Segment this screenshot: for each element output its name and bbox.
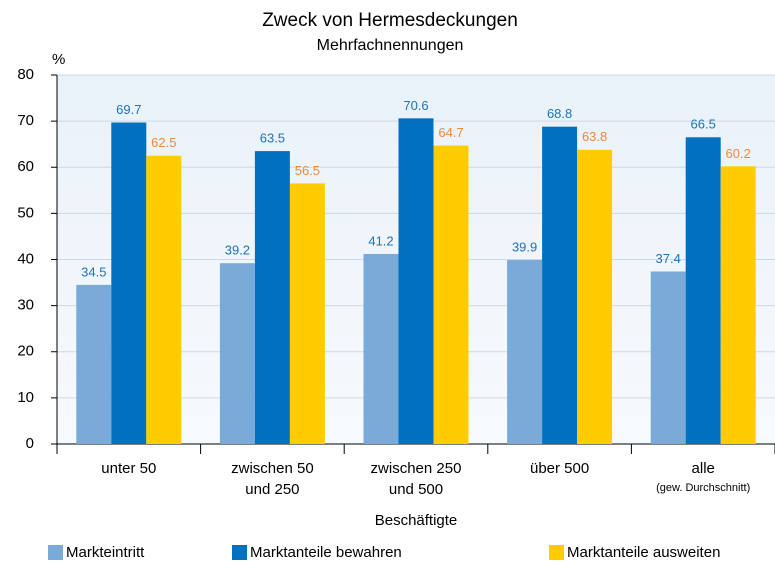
bar <box>650 271 686 444</box>
value-label: 63.8 <box>582 129 607 144</box>
y-tick-label: 70 <box>17 112 34 129</box>
bar <box>146 155 182 444</box>
y-tick-label: 40 <box>17 250 34 267</box>
chart-subtitle: Mehrfachnennungen <box>317 37 464 54</box>
y-axis-label: % <box>52 51 65 68</box>
value-label: 69.7 <box>116 102 141 117</box>
value-label: 34.5 <box>81 264 106 279</box>
bar <box>507 259 543 444</box>
x-tick-label: unter 50 <box>101 460 156 477</box>
y-tick-label: 20 <box>17 343 34 360</box>
bar <box>363 253 399 444</box>
x-tick-note: (gew. Durchschnitt) <box>656 482 750 494</box>
y-tick-label: 0 <box>26 435 34 452</box>
bar <box>219 263 255 444</box>
legend-swatch <box>549 545 564 560</box>
bar <box>720 166 756 444</box>
bar <box>254 151 290 444</box>
value-label: 41.2 <box>368 233 393 248</box>
bar <box>577 149 613 444</box>
value-label: 63.5 <box>260 131 285 146</box>
bar <box>398 118 434 445</box>
legend-label: Marktanteile ausweiten <box>567 544 720 561</box>
bar <box>685 137 721 445</box>
y-tick-label: 50 <box>17 204 34 221</box>
y-tick-label: 80 <box>17 66 34 83</box>
value-label: 70.6 <box>403 98 428 113</box>
value-label: 60.2 <box>726 146 751 161</box>
x-tick-label: zwischen 250 und 500 <box>371 460 462 498</box>
value-label: 66.5 <box>691 117 716 132</box>
value-label: 68.8 <box>547 106 572 121</box>
y-tick-label: 10 <box>17 389 34 406</box>
value-label: 56.5 <box>295 163 320 178</box>
value-label: 37.4 <box>656 251 681 266</box>
bar <box>76 284 112 444</box>
chart-title: Zweck von Hermesdeckungen <box>262 10 518 31</box>
y-tick-label: 60 <box>17 158 34 175</box>
legend-swatch <box>232 545 247 560</box>
value-label: 64.7 <box>438 125 463 140</box>
x-tick-label: alle <box>692 460 715 477</box>
bar <box>289 183 325 445</box>
value-label: 62.5 <box>151 135 176 150</box>
y-tick-label: 30 <box>17 297 34 314</box>
x-tick-label: über 500 <box>530 460 589 477</box>
value-label: 39.9 <box>512 239 537 254</box>
legend-label: Marktanteile bewahren <box>250 544 402 561</box>
x-axis-label: Beschäftigte <box>375 512 458 529</box>
x-tick-label: zwischen 50 und 250 <box>231 460 314 498</box>
value-label: 39.2 <box>225 243 250 258</box>
bar <box>111 122 147 444</box>
bar <box>433 145 469 445</box>
legend-swatch <box>48 545 63 560</box>
legend-label: Markteintritt <box>66 544 145 561</box>
bar <box>542 126 578 444</box>
